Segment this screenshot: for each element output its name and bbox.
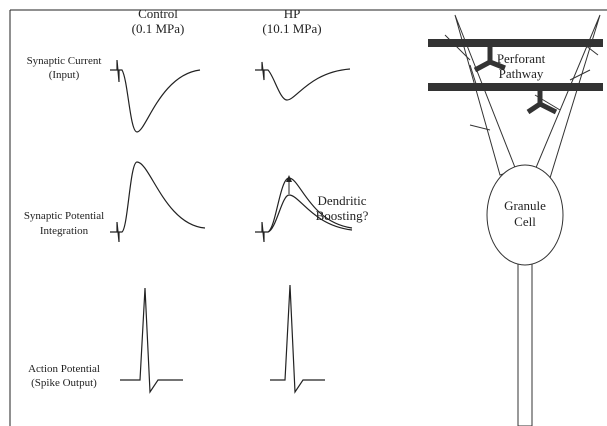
spine (569, 69, 591, 81)
column-title: HP (284, 6, 301, 21)
trace (267, 194, 353, 233)
row-label: (Input) (49, 69, 80, 81)
spine (469, 124, 491, 131)
trace (120, 287, 183, 394)
trace (270, 284, 325, 394)
synapse (526, 91, 558, 115)
trace (110, 161, 206, 243)
arrow-head (286, 175, 292, 182)
column-title: Control (138, 6, 178, 21)
trace (255, 61, 351, 101)
trace (255, 177, 353, 243)
soma-label: Cell (514, 214, 536, 229)
pathway-fiber (428, 83, 603, 91)
row-label: Synaptic Potential (24, 210, 104, 222)
trace (110, 59, 201, 133)
pathway-fiber (428, 39, 603, 47)
column-subtitle: (10.1 MPa) (262, 21, 321, 36)
row-label: Action Potential (28, 363, 100, 375)
pathway-label: Pathway (499, 66, 544, 81)
row-label: (Spike Output) (31, 377, 97, 389)
soma-label: Granule (504, 198, 546, 213)
axon (517, 259, 533, 426)
annotation: Dendritic (317, 193, 366, 208)
row-label: Synaptic Current (27, 55, 102, 67)
row-label: Integration (40, 225, 89, 237)
soma (486, 164, 564, 266)
neuron (444, 14, 601, 426)
column-subtitle: (0.1 MPa) (132, 21, 185, 36)
synapse (473, 47, 506, 73)
pathway-label: Perforant (497, 51, 546, 66)
annotation: Boosting? (316, 208, 369, 223)
